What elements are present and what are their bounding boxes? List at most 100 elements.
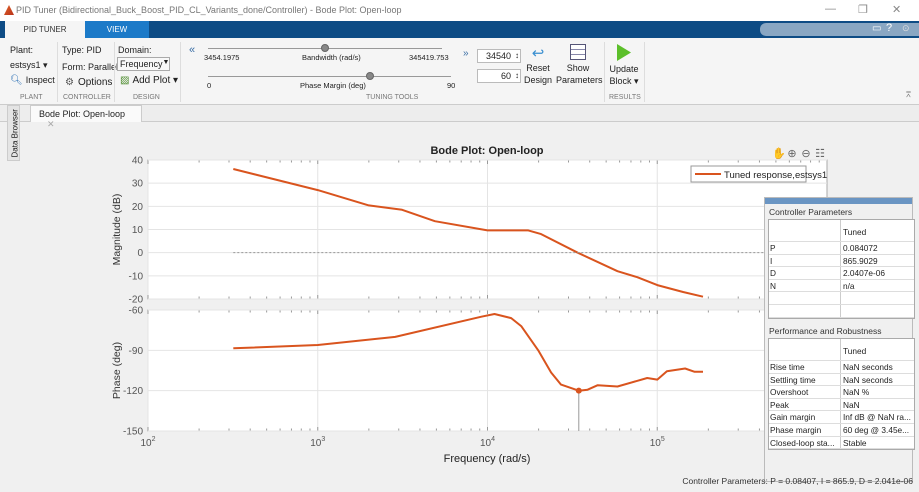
row-value: Inf dB @ NaN ra... [843,412,911,423]
x-tick-label: 103 [310,436,325,449]
divider [604,42,605,102]
magnifier-icon: 🔍︎ [10,75,23,86]
add-plot-button[interactable]: ▨ Add Plot ▾ [120,75,179,86]
table-icon [570,44,586,60]
title-bar: PID Tuner (Bidirectional_Buck_Boost_PID_… [0,0,919,21]
table-row: P 0.084072 [769,242,914,255]
y-tick-label: -10 [129,271,144,282]
x-tick-label: 104 [480,436,495,449]
help-icon[interactable]: ? [886,22,893,34]
table-row: Overshoot NaN % [769,386,914,399]
phase-margin-input[interactable]: 60 [477,69,521,83]
row-value: 0.084072 [843,243,878,253]
x-tick-exponent: 3 [321,436,325,443]
table-row [769,304,914,318]
row-label: I [769,254,841,267]
reset-arrow-icon: ↩ [531,45,545,62]
phase-series-line [233,313,703,392]
zoom-out-icon[interactable]: ⊖ [801,148,810,160]
row-label: Phase margin [769,423,841,436]
plant-dropdown[interactable]: estsys1 ▾ [10,60,48,70]
controller-type: Type: PID [62,45,102,55]
legend-toggle-icon[interactable]: ☷ [815,148,825,160]
x-tick-base: 10 [310,438,322,449]
performance-title: Performance and Robustness [769,326,882,336]
y-tick-label: -150 [123,427,143,438]
close-tab-icon[interactable]: ✕ [47,119,55,129]
reset-design-button[interactable]: ↩ Reset Design [523,45,552,86]
magnitude-ylabel: Magnitude (dB) [111,194,123,266]
ribbon-tab-strip [0,21,919,38]
collapse-toolstrip-icon[interactable]: ⩞ [906,90,911,99]
y-tick-label: -90 [129,346,144,357]
x-tick-base: 10 [140,438,152,449]
y-tick-label: -120 [123,386,143,397]
phase-margin-slider[interactable] [208,76,451,77]
row-label: P [769,242,841,254]
column-header-tuned: Tuned [843,227,867,237]
row-label: Gain margin [769,411,841,423]
restore-button[interactable]: ❐ [858,4,868,16]
y-tick-label: -60 [129,306,144,317]
zoom-in-icon[interactable]: ⊕ [787,148,796,160]
phase-margin-min: 0 [207,81,212,90]
row-label: Settling time [769,373,841,386]
y-tick-label: 40 [132,156,144,167]
close-button[interactable]: ✕ [892,4,902,16]
add-plot-icon: ▨ [120,75,130,86]
phase-margin-label: Phase Margin (deg) [300,81,366,90]
row-value: n/a [843,280,855,291]
divider [57,42,58,102]
bode-plot: 40 30 20 10 0 -10 -20 Magnitude (dB) -60 -90 -120 -… [111,145,828,465]
options-icon[interactable]: ⊙ [902,23,910,33]
divider [180,42,181,102]
row-label: Closed-loop sta... [769,436,841,449]
legend-label: Tuned response,estsys1 [724,170,827,181]
collapse-left-icon[interactable]: « [189,44,196,56]
row-label: D [769,267,841,279]
inspect-button[interactable]: 🔍︎ Inspect [10,75,55,86]
data-browser-tab[interactable]: Data Browser [7,105,20,161]
parameters-panel: Controller Parameters Tuned P 0.084072 I 865… [764,197,915,482]
update-block-button[interactable]: Update Block ▾ [607,44,641,87]
layout-icon[interactable]: ▭ [872,23,882,34]
divider [114,42,115,102]
tab-bode-plot[interactable]: Bode Plot: Open-loop ✕ [30,105,142,129]
phase-margin-marker [575,387,582,394]
tab-view[interactable]: VIEW [85,21,149,38]
bandwidth-slider-handle[interactable] [321,44,329,52]
status-bar: Controller Parameters: P = 0.08407, I = … [682,476,913,486]
expand-right-icon[interactable]: » [463,48,469,59]
x-tick-base: 10 [650,438,662,449]
legend-box [690,165,807,183]
pan-icon[interactable]: ✋ [772,147,786,160]
row-value [841,305,843,317]
options-button[interactable]: ⚙ Options [65,77,113,88]
table-row [769,292,914,305]
table-row: Gain margin Inf dB @ NaN ra... [769,411,914,424]
row-label: Overshoot [769,386,841,398]
minimize-button[interactable]: — [825,3,836,15]
window-title: PID Tuner (Bidirectional_Buck_Boost_PID_… [16,5,402,15]
row-label: Rise time [769,361,841,373]
y-tick-label: 30 [132,179,144,190]
quick-access-toolbar: ▭ ? ⊙ [760,22,919,36]
tab-pid-tuner[interactable]: PID TUNER [5,21,85,38]
row-value: 865.9029 [843,255,878,266]
phase-margin-slider-handle[interactable] [366,72,375,80]
play-icon [617,44,631,61]
bandwidth-input[interactable]: 34540 [477,49,521,63]
document-tab-bar [0,105,919,122]
y-tick-label: 0 [137,248,143,259]
table-row: I 865.9029 [769,254,914,268]
x-axis-label: Frequency (rad/s) [444,453,531,465]
domain-dropdown[interactable]: Frequency ▼ [117,57,170,71]
bandwidth-max: 345419.753 [409,53,449,62]
row-value: NaN [843,399,860,410]
table-row: Phase margin 60 deg @ 3.45e... [769,423,914,437]
gear-icon: ⚙ [65,77,74,88]
controller-group-label: CONTROLLER [63,94,111,101]
tuning-group-label: TUNING TOOLS [366,94,419,101]
show-parameters-button[interactable]: Show Parameters [556,44,603,86]
